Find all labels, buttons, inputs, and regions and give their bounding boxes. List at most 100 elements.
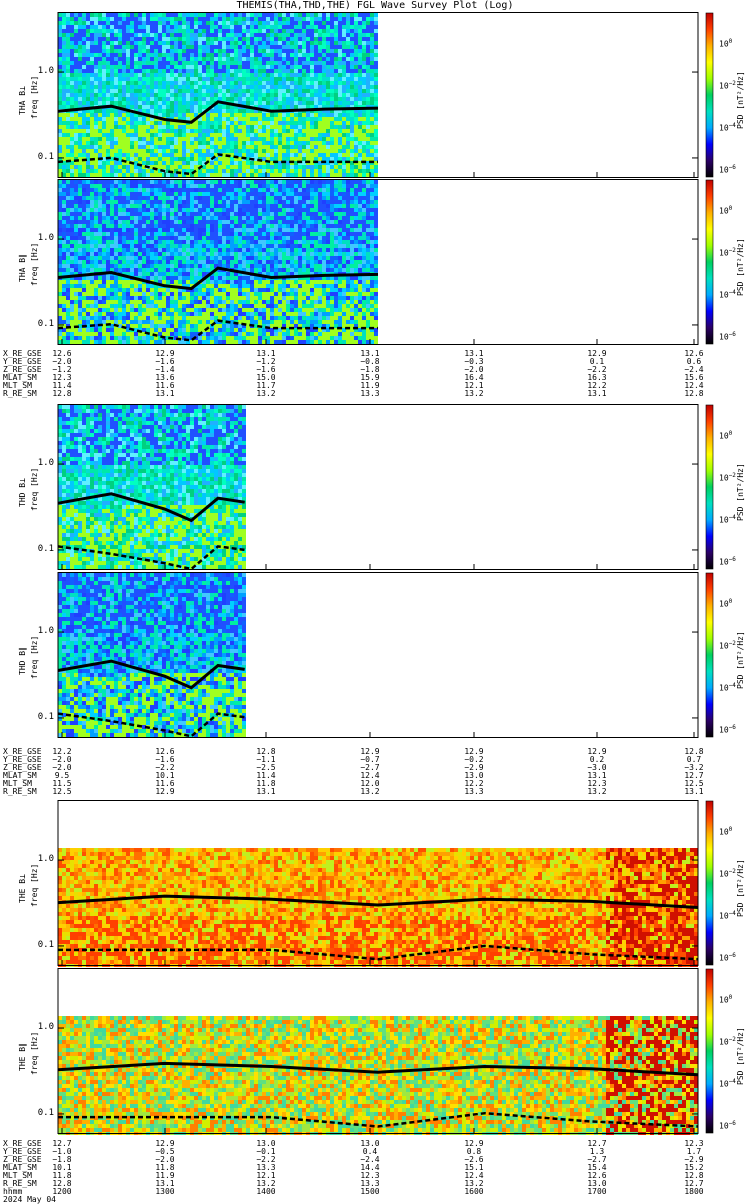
colorbar-tick-exponent: −2 — [729, 1036, 736, 1043]
ephemeris-value: 13.2 — [454, 390, 494, 398]
colorbar-tick-base: 10 — [719, 954, 729, 963]
spectrogram-thd-bl — [0, 404, 750, 571]
colorbar-tick-base: 10 — [719, 207, 729, 216]
colorbar-tick-exponent: −4 — [729, 1078, 736, 1085]
colorbar-tick-exponent: −4 — [729, 289, 736, 296]
colorbar-tick-base: 10 — [719, 1038, 729, 1047]
colorbar-tick-label: 10−6 — [719, 1120, 736, 1131]
page-title: THEMIS(THA,THD,THE) FGL Wave Survey Plot… — [0, 0, 750, 12]
colorbar-tick-exponent: −2 — [729, 247, 736, 254]
colorbar-tick-exponent: −2 — [729, 640, 736, 647]
colorbar-tick-base: 10 — [719, 1080, 729, 1089]
ephemeris-value: 13.2 — [350, 788, 390, 796]
colorbar-tick-exponent: −2 — [729, 80, 736, 87]
y-axis-title: freq [Hz] — [30, 863, 39, 906]
colorbar-tick-base: 10 — [719, 249, 729, 258]
colorbar-tick-exponent: −6 — [729, 952, 736, 959]
colorbar-tick-label: 100 — [719, 38, 732, 49]
y-axis-probe-label: THE B⊥ — [18, 874, 27, 903]
colorbar-tick-label: 10−2 — [719, 640, 736, 651]
y-axis-probe-label: THD B⊥ — [18, 478, 27, 507]
colorbar-tick-exponent: −6 — [729, 331, 736, 338]
y-tick-label: 0.1 — [14, 544, 54, 554]
colorbar-tick-exponent: −4 — [729, 682, 736, 689]
ephemeris-value: 13.1 — [246, 788, 286, 796]
y-axis-probe-label: THA B⊥ — [18, 86, 27, 115]
ephemeris-value: 1500 — [350, 1188, 390, 1196]
colorbar-tick-exponent: 0 — [729, 205, 733, 212]
y-tick-label: 1.0 — [14, 1022, 54, 1032]
colorbar-tick-label: 100 — [719, 430, 732, 441]
ephemeris-value: 13.1 — [145, 390, 185, 398]
colorbar-tick-base: 10 — [719, 516, 729, 525]
spectrogram-tha-bpar — [0, 179, 750, 346]
colorbar-tick-base: 10 — [719, 82, 729, 91]
ephemeris-value: 1400 — [246, 1188, 286, 1196]
colorbar-tick-exponent: −6 — [729, 1120, 736, 1127]
colorbar-tick-label: 10−6 — [719, 724, 736, 735]
colorbar — [706, 573, 713, 737]
colorbar — [706, 405, 713, 569]
ephemeris-value: 12.5 — [42, 788, 82, 796]
colorbar-tick-exponent: 0 — [729, 994, 733, 1001]
colorbar-tick-exponent: 0 — [729, 826, 733, 833]
y-tick-label: 1.0 — [14, 66, 54, 76]
ephemeris-value: 1600 — [454, 1188, 494, 1196]
ephemeris-value: 13.3 — [454, 788, 494, 796]
ephemeris-value: 13.2 — [246, 390, 286, 398]
ephemeris-value: 12.8 — [674, 390, 714, 398]
y-tick-label: 0.1 — [14, 319, 54, 329]
ephemeris-row: 2024 May 04 — [3, 1196, 743, 1204]
colorbar-tick-exponent: −4 — [729, 910, 736, 917]
ephemeris-label: R_RE_SM — [3, 390, 37, 398]
ephemeris-label: 2024 May 04 — [3, 1196, 56, 1204]
colorbar — [706, 180, 713, 344]
colorbar-tick-label: 10−4 — [719, 122, 736, 133]
ephemeris-value: 13.3 — [350, 390, 390, 398]
y-axis-probe-label: THE B∥ — [18, 1042, 27, 1070]
colorbar-tick-label: 10−2 — [719, 472, 736, 483]
colorbar-tick-base: 10 — [719, 600, 729, 609]
colorbar-tick-label: 10−4 — [719, 1078, 736, 1089]
colorbar-tick-label: 10−2 — [719, 247, 736, 258]
colorbar-tick-label: 10−4 — [719, 289, 736, 300]
colorbar-tick-exponent: 0 — [729, 598, 733, 605]
colorbar-tick-base: 10 — [719, 166, 729, 175]
y-tick-label: 0.1 — [14, 940, 54, 950]
y-tick-label: 0.1 — [14, 712, 54, 722]
y-tick-label: 1.0 — [14, 854, 54, 864]
colorbar-tick-base: 10 — [719, 432, 729, 441]
y-tick-label: 0.1 — [14, 152, 54, 162]
ephemeris-value: 1700 — [577, 1188, 617, 1196]
colorbar — [706, 969, 713, 1133]
colorbar-tick-base: 10 — [719, 828, 729, 837]
y-axis-title: freq [Hz] — [30, 75, 39, 118]
colorbar-tick-label: 10−6 — [719, 556, 736, 567]
colorbar — [706, 801, 713, 965]
colorbar-tick-label: 10−6 — [719, 164, 736, 175]
colorbar-tick-base: 10 — [719, 333, 729, 342]
spectrogram-thd-bpar — [0, 572, 750, 739]
colorbar-tick-exponent: −6 — [729, 556, 736, 563]
ephemeris-label: R_RE_SM — [3, 788, 37, 796]
colorbar-tick-exponent: −2 — [729, 868, 736, 875]
colorbar-title: PSD [nT²/Hz] — [736, 1027, 745, 1085]
spectrogram-cells — [58, 405, 246, 569]
colorbar-title: PSD [nT²/Hz] — [736, 859, 745, 917]
colorbar-tick-exponent: −4 — [729, 122, 736, 129]
colorbar-tick-label: 100 — [719, 598, 732, 609]
colorbar-title: PSD [nT²/Hz] — [736, 238, 745, 296]
colorbar-title: PSD [nT²/Hz] — [736, 463, 745, 521]
y-tick-label: 0.1 — [14, 1108, 54, 1118]
y-axis-title: freq [Hz] — [30, 242, 39, 285]
colorbar-tick-base: 10 — [719, 996, 729, 1005]
